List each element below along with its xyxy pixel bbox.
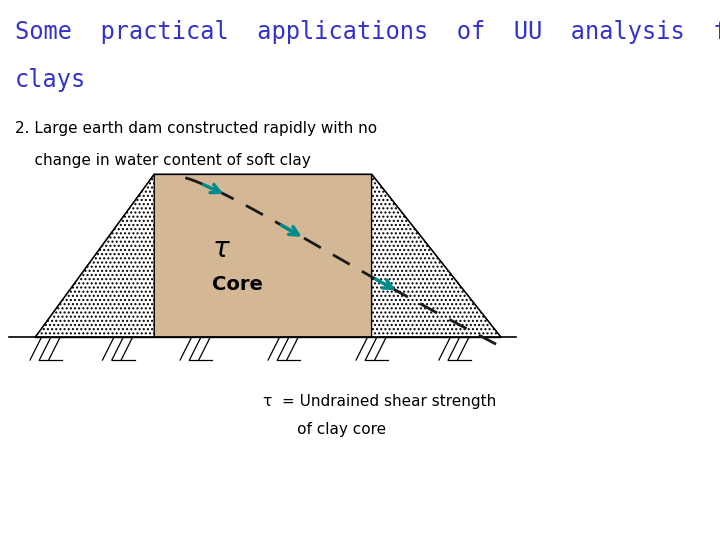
- Text: 2. Large earth dam constructed rapidly with no: 2. Large earth dam constructed rapidly w…: [14, 121, 377, 136]
- Text: τ  = Undrained shear strength: τ = Undrained shear strength: [263, 394, 496, 409]
- Text: Core: Core: [212, 275, 263, 294]
- Text: clays: clays: [14, 68, 86, 92]
- Text: τ: τ: [213, 235, 230, 263]
- Polygon shape: [35, 174, 501, 338]
- Polygon shape: [372, 174, 501, 338]
- Text: change in water content of soft clay: change in water content of soft clay: [14, 153, 310, 168]
- Text: Some  practical  applications  of  UU  analysis  for: Some practical applications of UU analys…: [14, 20, 720, 44]
- Polygon shape: [35, 174, 154, 338]
- Text: of clay core: of clay core: [263, 422, 386, 437]
